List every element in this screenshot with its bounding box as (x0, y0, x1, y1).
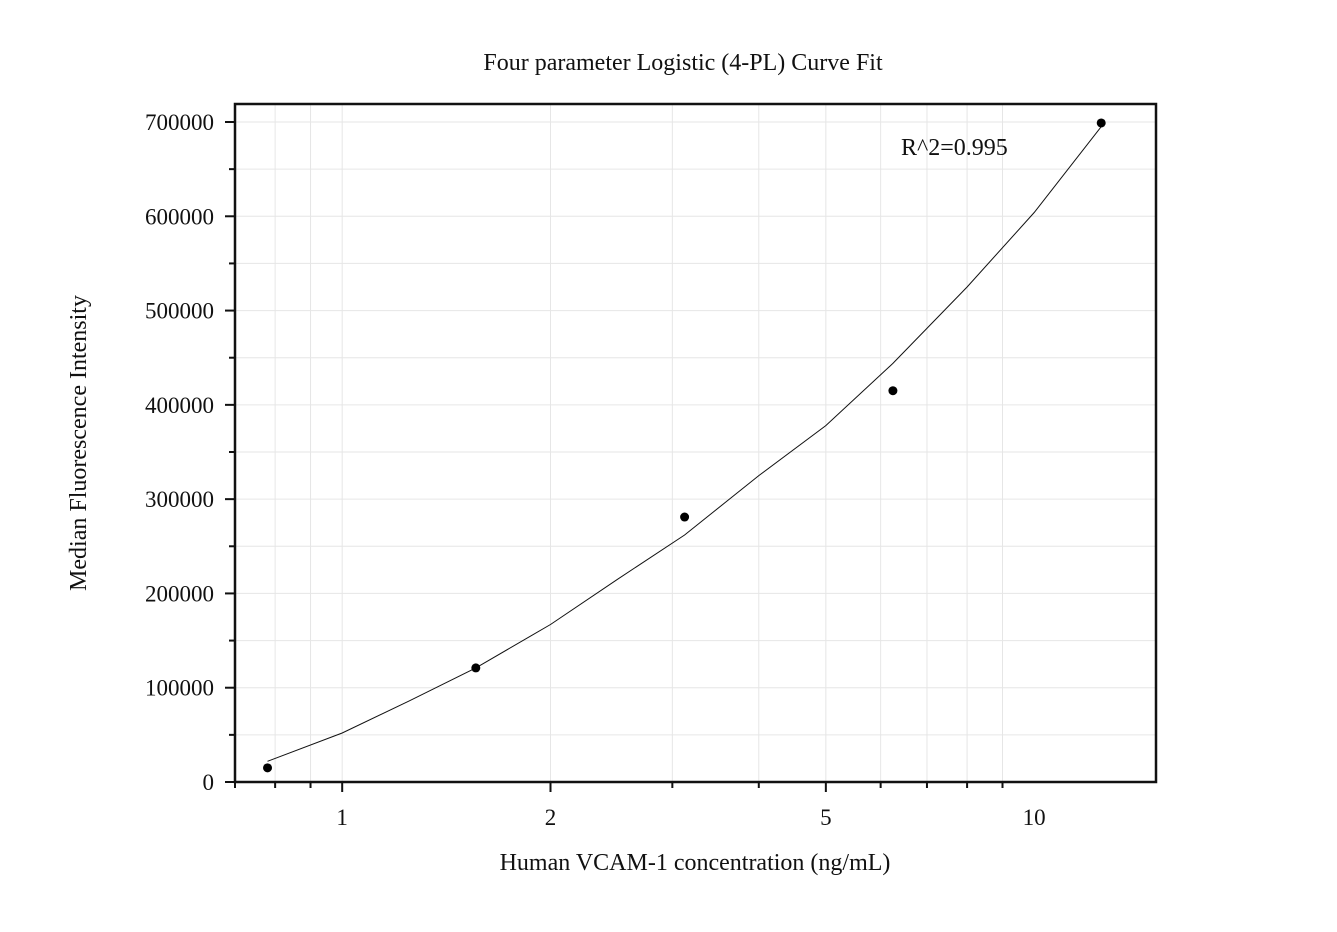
y-axis-title: Median Fluorescence Intensity (66, 295, 92, 591)
y-tick-label: 400000 (145, 393, 214, 418)
data-point (263, 763, 273, 773)
grid (235, 104, 1156, 782)
tick-labels: 1 2 5 10 0 100000 200000 300000 400000 500000 6000… (145, 110, 1046, 830)
data-point (471, 663, 481, 673)
fit-curve-line (267, 126, 1102, 762)
data-point (680, 512, 690, 522)
x-tick-label: 1 (336, 805, 348, 830)
r-squared-annotation: R^2=0.995 (901, 135, 1008, 161)
y-tick-label: 700000 (145, 110, 214, 135)
y-tick-label: 500000 (145, 299, 214, 324)
x-tick-label: 5 (820, 805, 832, 830)
data-point (1096, 118, 1106, 128)
chart-title: Four parameter Logistic (4-PL) Curve Fit (483, 50, 883, 76)
y-tick-label: 100000 (145, 676, 214, 701)
data-points (263, 118, 1106, 773)
plot-frame (233, 102, 1158, 784)
data-point (888, 386, 898, 396)
fit-curve-layer (267, 126, 1102, 762)
axis-ticks (225, 121, 1004, 792)
x-tick-label: 2 (545, 805, 557, 830)
y-tick-label: 600000 (145, 204, 214, 229)
y-tick-label: 0 (203, 770, 215, 795)
y-tick-label: 300000 (145, 487, 214, 512)
x-tick-label: 10 (1023, 805, 1046, 830)
y-tick-label: 200000 (145, 581, 214, 606)
x-axis-title: Human VCAM-1 concentration (ng/mL) (500, 850, 891, 876)
